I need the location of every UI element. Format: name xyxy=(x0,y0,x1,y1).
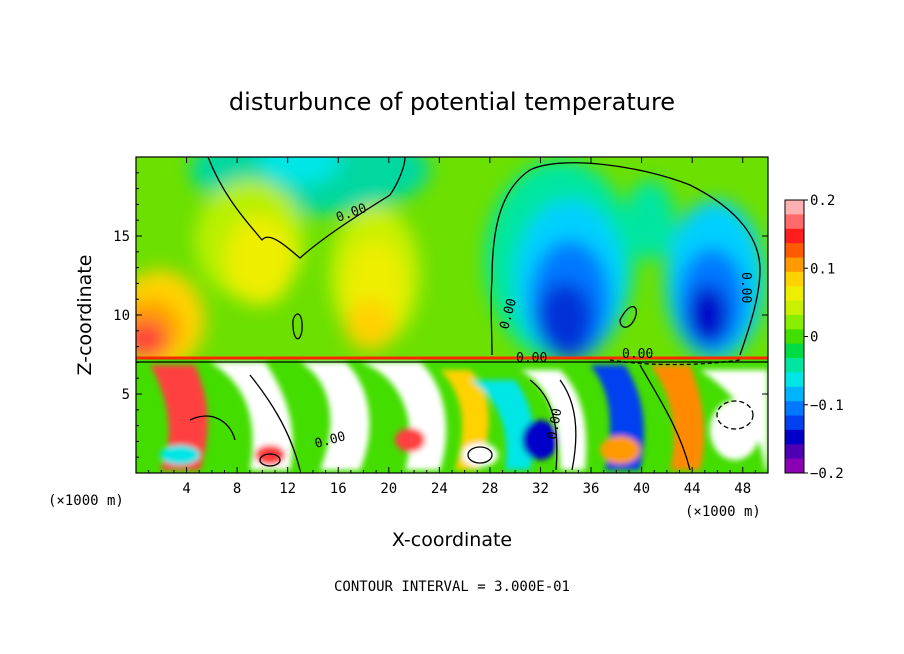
plot-area: 0.00 0.00 0.00 0.00 0.00 0.00 0.00 xyxy=(136,157,768,473)
colorbar-tick-label: −0.2 xyxy=(810,466,844,482)
colorbar-swatch xyxy=(785,257,804,273)
chart-title: disturbunce of potential temperature xyxy=(229,88,675,116)
colorbar-swatch xyxy=(785,429,804,445)
colorbar-swatch xyxy=(785,214,804,230)
x-unit-right-label: (×1000 m) xyxy=(685,504,761,520)
colorbar-swatch xyxy=(785,458,804,474)
colorbar-swatch xyxy=(785,358,804,373)
x-tick-label: 24 xyxy=(431,481,448,497)
colorbar-swatch xyxy=(785,314,804,330)
y-tick-label: 15 xyxy=(113,229,130,245)
x-tick-label: 12 xyxy=(279,481,296,497)
contour-label: 0.00 xyxy=(545,407,565,440)
colorbar-swatch xyxy=(785,228,804,244)
contour-label: 0.00 xyxy=(622,347,653,362)
colorbar-swatch xyxy=(785,343,804,359)
colorbar: 0.2 0.1 0 −0.1 −0.2 xyxy=(785,193,844,482)
colorbar-swatch xyxy=(785,243,804,258)
x-tick-label: 4 xyxy=(182,481,190,497)
colorbar-tick-label: −0.1 xyxy=(810,398,844,414)
contour-label: 0.00 xyxy=(516,351,547,366)
y-tick-label: 10 xyxy=(113,308,130,324)
y-tick-label: 5 xyxy=(122,387,130,403)
contour-lines xyxy=(189,157,761,471)
colorbar-swatch xyxy=(785,401,804,417)
colorbar-swatch xyxy=(785,329,804,345)
contour-label: 0.00 xyxy=(738,272,753,303)
x-unit-left-label: (×1000 m) xyxy=(48,493,124,509)
x-tick-label: 40 xyxy=(633,481,650,497)
x-tick-label: 28 xyxy=(481,481,498,497)
x-tick-label: 36 xyxy=(583,481,600,497)
colorbar-swatch xyxy=(785,372,804,388)
y-axis-label: Z-coordinate xyxy=(74,255,96,376)
x-axis: 4 8 12 16 20 24 28 32 36 40 44 48 xyxy=(148,157,756,497)
lower-layer xyxy=(136,356,768,473)
colorbar-swatch xyxy=(785,444,804,460)
colorbar-swatch xyxy=(785,300,804,316)
colorbar-frame xyxy=(784,199,805,474)
x-tick-label: 8 xyxy=(233,481,241,497)
colorbar-swatch xyxy=(785,386,804,402)
colorbar-tick-label: 0 xyxy=(810,330,818,346)
colorbar-swatch xyxy=(785,200,804,215)
colorbar-swatch xyxy=(785,286,804,302)
x-axis-label: X-coordinate xyxy=(392,529,512,551)
colorbar-tick-label: 0.2 xyxy=(810,193,835,209)
colorbar-tick-label: 0.1 xyxy=(810,261,835,277)
x-tick-label: 48 xyxy=(734,481,751,497)
upper-field xyxy=(136,157,765,370)
contour-interval-note: CONTOUR INTERVAL = 3.000E-01 xyxy=(334,579,570,595)
x-tick-label: 32 xyxy=(532,481,549,497)
colorbar-swatch xyxy=(785,415,804,431)
x-tick-label: 20 xyxy=(380,481,397,497)
y-axis: 5 10 15 xyxy=(113,172,768,458)
colorbar-swatch xyxy=(785,271,804,287)
x-tick-label: 16 xyxy=(330,481,347,497)
x-tick-label: 44 xyxy=(684,481,701,497)
